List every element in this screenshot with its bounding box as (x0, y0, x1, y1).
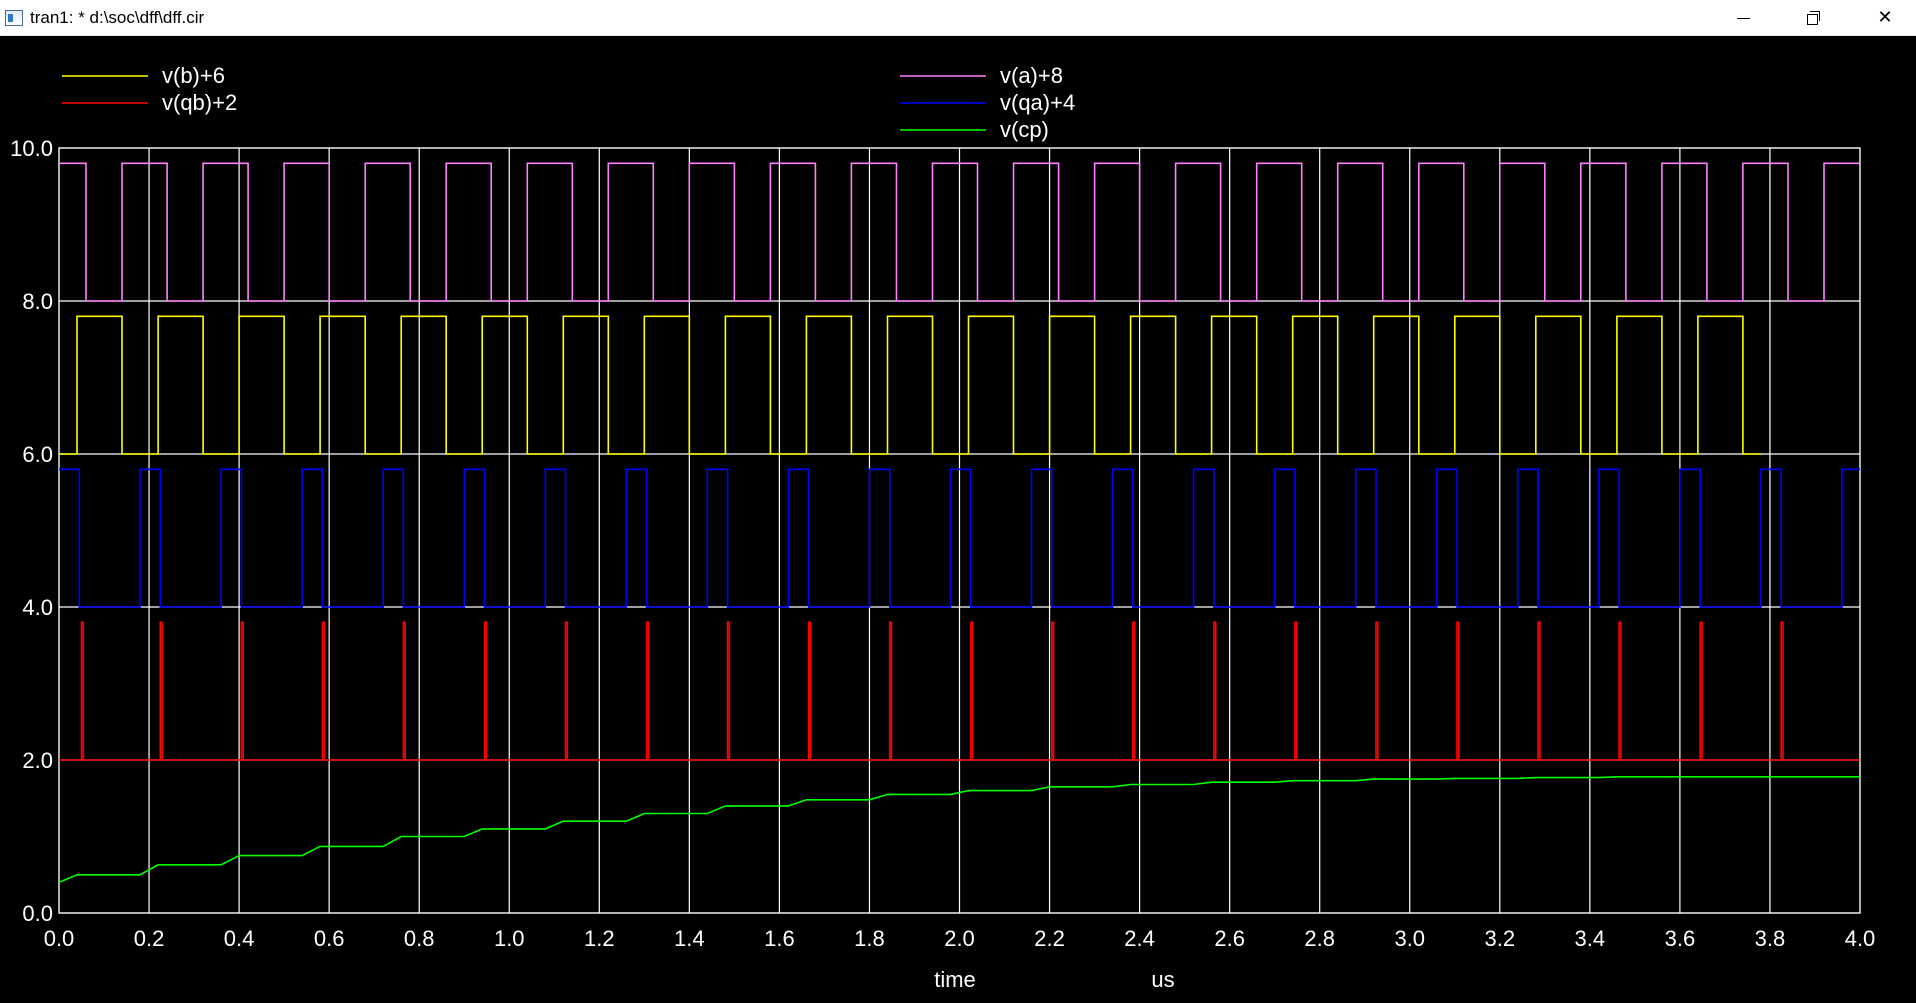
x-tick-label: 3.6 (1665, 926, 1696, 951)
x-tick-label: 2.6 (1214, 926, 1245, 951)
x-tick-label: 2.8 (1304, 926, 1335, 951)
y-tick-label: 2.0 (22, 748, 53, 773)
x-tick-label: 0.4 (224, 926, 255, 951)
y-tick-label: 6.0 (22, 442, 53, 467)
y-tick-label: 10.0 (10, 136, 53, 161)
x-tick-label: 2.0 (944, 926, 975, 951)
y-tick-label: 0.0 (22, 901, 53, 926)
app-window-icon (5, 10, 23, 26)
x-tick-label: 4.0 (1845, 926, 1876, 951)
x-tick-label: 1.0 (494, 926, 525, 951)
minimize-icon (1736, 18, 1750, 19)
x-tick-label: 1.6 (764, 926, 795, 951)
waveform-plot[interactable]: 0.0 0.2 0.4 0.6 0.8 1.0 1.2 1.4 1.6 1.8 2.0 2.2 2.4 2… (0, 36, 1916, 1003)
x-tick-label: 1.2 (584, 926, 615, 951)
legend-entry: v(b)+6 (162, 63, 225, 88)
series-line-1[interactable] (59, 315, 1761, 455)
x-tick-label: 1.8 (854, 926, 885, 951)
close-icon: ✕ (1877, 7, 1893, 28)
x-tick-label: 0.8 (404, 926, 435, 951)
legend-entry: v(qa)+4 (1000, 90, 1075, 115)
window-title: tran1: * d:\soc\dff\dff.cir (30, 8, 205, 27)
legend-entry: v(qb)+2 (162, 90, 237, 115)
x-axis-unit: us (1151, 967, 1174, 992)
window-titlebar: tran1: * d:\soc\dff\dff.cir ✕ (0, 0, 1916, 36)
restore-button[interactable] (1784, 0, 1842, 35)
y-tick-label: 4.0 (22, 595, 53, 620)
series-line-5[interactable] (58, 776, 1860, 884)
x-tick-label: 3.4 (1575, 926, 1606, 951)
x-tick-label: 0.6 (314, 926, 345, 951)
x-tick-label: 3.2 (1485, 926, 1516, 951)
x-tick-label: 0.2 (134, 926, 165, 951)
y-tick-label: 8.0 (22, 289, 53, 314)
legend-entry: v(a)+8 (1000, 63, 1063, 88)
x-tick-label: 2.2 (1034, 926, 1065, 951)
series-line-2[interactable] (59, 162, 1860, 302)
minimize-button[interactable] (1714, 0, 1772, 35)
plot-frame (58, 147, 1861, 914)
legend-entry: v(cp) (1000, 117, 1049, 142)
x-tick-label: 3.0 (1394, 926, 1425, 951)
x-tick-label: 1.4 (674, 926, 705, 951)
close-button[interactable]: ✕ (1856, 0, 1914, 35)
x-axis-label: time (934, 967, 976, 992)
x-tick-label: 2.4 (1124, 926, 1155, 951)
series-line-4[interactable] (59, 468, 1860, 608)
restore-icon (1806, 11, 1820, 25)
series-line-3[interactable] (59, 621, 1860, 761)
x-tick-label: 3.8 (1755, 926, 1786, 951)
x-tick-label: 0.0 (44, 926, 75, 951)
